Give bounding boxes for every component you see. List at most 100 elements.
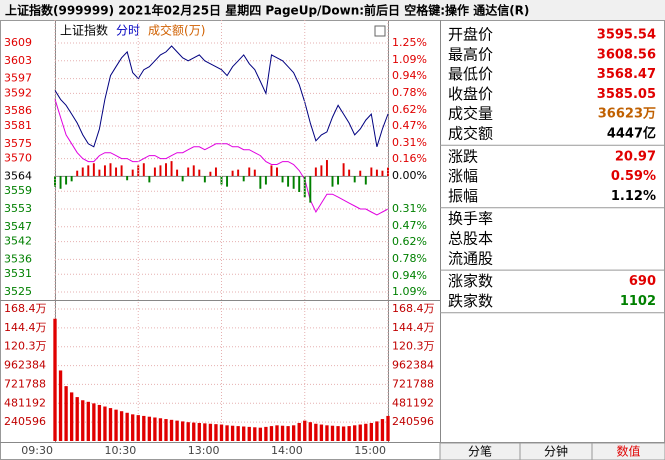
- breadth-bar: [270, 165, 273, 177]
- legend-item: 成交额(万): [148, 23, 205, 38]
- breadth-bar: [70, 176, 73, 182]
- y-tick-label: 3603: [4, 54, 32, 67]
- breadth-bar: [187, 167, 190, 177]
- breadth-bar: [65, 176, 68, 185]
- y-tick-label-right: 481192: [392, 396, 434, 409]
- y-tick-label: 3553: [4, 202, 32, 215]
- quote-value: 36623万: [598, 107, 656, 122]
- y-tick-label: 3559: [4, 184, 32, 197]
- quote-value: 3608.56: [597, 47, 656, 62]
- tab-label[interactable]: 分笔: [468, 444, 492, 459]
- y-tick-label: 3536: [4, 252, 32, 265]
- y2-tick-label: 0.78%: [392, 252, 427, 265]
- breadth-bar: [159, 165, 162, 177]
- volume-bar: [158, 418, 163, 441]
- breadth-bar: [103, 165, 106, 177]
- y-tick-label-right: 120.3万: [392, 340, 435, 353]
- volume-bar: [330, 425, 335, 441]
- breadth-bar: [353, 176, 356, 183]
- volume-bar: [297, 422, 301, 441]
- quote-value: 1102: [620, 294, 656, 309]
- volume-bar: [214, 424, 218, 441]
- breadth-bar: [198, 169, 201, 177]
- breadth-bar: [259, 176, 262, 189]
- quote-label: 总股本: [448, 230, 493, 248]
- volume-bar: [180, 421, 185, 441]
- y2-tick-label: 0.78%: [392, 86, 427, 99]
- volume-bar: [169, 419, 174, 441]
- breadth-bar: [264, 176, 267, 185]
- volume-bar: [336, 426, 340, 441]
- breadth-bar: [337, 176, 340, 185]
- volume-bar: [153, 417, 157, 441]
- y-tick-label: 240596: [4, 415, 46, 428]
- breadth-bar: [148, 176, 151, 183]
- volume-bar: [125, 412, 129, 441]
- option-checkbox[interactable]: [374, 25, 386, 37]
- volume-bar: [164, 419, 168, 441]
- volume-bar: [131, 414, 135, 441]
- volume-bar: [347, 426, 351, 441]
- breadth-bar: [109, 163, 112, 177]
- breadth-bar: [165, 163, 167, 177]
- y-tick-label: 3531: [4, 267, 32, 280]
- x-tick-label: 09:30: [21, 444, 53, 457]
- y-tick-label: 721788: [4, 377, 46, 390]
- window-title: 上证指数(999999) 2021年02月25日 星期四 PageUp/Down…: [5, 3, 529, 18]
- quote-label: 振幅: [448, 187, 478, 205]
- breadth-bar: [303, 176, 306, 198]
- quote-value: 1.12%: [611, 189, 656, 204]
- y-tick-label-right: 168.4万: [392, 302, 435, 315]
- breadth-bar: [287, 176, 290, 187]
- quote-label: 涨跌: [448, 147, 478, 165]
- volume-bar: [314, 423, 318, 441]
- volume-bar: [119, 411, 124, 441]
- volume-bar: [364, 423, 368, 441]
- breadth-bar: [253, 169, 256, 177]
- quote-value: 3595.54: [597, 28, 656, 43]
- tab-label[interactable]: 分钟: [544, 444, 568, 459]
- quote-value: 3568.47: [597, 67, 656, 82]
- breadth-bar: [375, 169, 378, 177]
- volume-bar: [242, 426, 246, 441]
- x-tick-label: 10:30: [105, 444, 137, 457]
- x-tick-label: 13:00: [188, 444, 220, 457]
- quote-label: 最低价: [448, 65, 493, 83]
- volume-bar: [114, 409, 118, 441]
- breadth-bar: [314, 167, 317, 177]
- tab-label[interactable]: 数值: [616, 444, 640, 459]
- breadth-bar: [120, 165, 123, 177]
- y-tick-label: 962384: [4, 359, 46, 372]
- volume-bar: [380, 419, 385, 441]
- volume-bar: [291, 425, 296, 441]
- volume-bar: [358, 424, 362, 441]
- volume-bar: [286, 426, 290, 441]
- breadth-bar: [87, 165, 90, 177]
- y-tick-label: 481192: [4, 396, 46, 409]
- volume-bar: [147, 416, 152, 441]
- y2-tick-label: 0.47%: [392, 219, 427, 232]
- y-tick-label: 3609: [4, 36, 32, 49]
- y2-tick-label: 0.31%: [392, 136, 427, 149]
- volume-bar: [81, 400, 85, 441]
- breadth-bar: [81, 167, 84, 177]
- volume-bar: [303, 420, 307, 441]
- volume-bar: [375, 421, 379, 441]
- quote-label: 跌家数: [448, 292, 493, 310]
- breadth-bar: [248, 167, 251, 177]
- y2-tick-label: 0.16%: [392, 152, 427, 165]
- tab[interactable]: [591, 442, 665, 460]
- y-tick-label: 3547: [4, 220, 32, 233]
- frame: [0, 20, 665, 460]
- quote-value: 3585.05: [597, 87, 656, 102]
- y2-tick-label: 0.62%: [392, 235, 427, 248]
- volume-bar: [258, 427, 263, 441]
- volume-bar: [75, 397, 79, 441]
- volume-bar: [230, 425, 235, 441]
- y2-tick-label: 0.00%: [392, 169, 427, 182]
- y-tick-label: 120.3万: [4, 340, 47, 353]
- breadth-bar: [387, 167, 389, 177]
- breadth-bar: [348, 169, 351, 177]
- breadth-bar: [92, 163, 95, 177]
